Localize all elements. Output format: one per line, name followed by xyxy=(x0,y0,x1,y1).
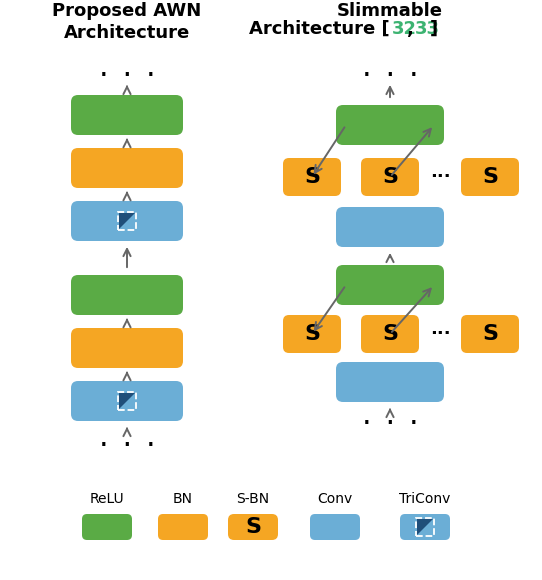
FancyBboxPatch shape xyxy=(71,95,183,135)
Polygon shape xyxy=(119,213,135,229)
Text: S: S xyxy=(382,324,398,344)
FancyBboxPatch shape xyxy=(336,105,444,145)
Text: S: S xyxy=(482,167,498,187)
FancyBboxPatch shape xyxy=(400,514,450,540)
Text: 32: 32 xyxy=(392,20,417,38)
Text: . . .: . . . xyxy=(360,408,420,427)
FancyBboxPatch shape xyxy=(310,514,360,540)
Text: ]: ] xyxy=(430,20,438,38)
Text: ,: , xyxy=(407,20,420,38)
Text: ReLU: ReLU xyxy=(89,492,124,506)
Text: S: S xyxy=(245,517,261,537)
FancyBboxPatch shape xyxy=(283,158,341,196)
Text: Proposed AWN
Architecture: Proposed AWN Architecture xyxy=(53,2,202,42)
FancyBboxPatch shape xyxy=(71,275,183,315)
Text: TriConv: TriConv xyxy=(399,492,451,506)
FancyBboxPatch shape xyxy=(336,265,444,305)
FancyBboxPatch shape xyxy=(71,381,183,421)
Text: Conv: Conv xyxy=(318,492,353,506)
Text: Architecture [: Architecture [ xyxy=(249,20,390,38)
Bar xyxy=(118,212,136,230)
FancyBboxPatch shape xyxy=(461,158,519,196)
Bar xyxy=(416,518,434,536)
Bar xyxy=(118,392,136,410)
Text: S: S xyxy=(482,324,498,344)
FancyBboxPatch shape xyxy=(71,328,183,368)
FancyBboxPatch shape xyxy=(158,514,208,540)
Text: S: S xyxy=(382,167,398,187)
FancyBboxPatch shape xyxy=(336,207,444,247)
Polygon shape xyxy=(119,393,135,409)
Text: S-BN: S-BN xyxy=(236,492,269,506)
Text: ···: ··· xyxy=(430,168,450,186)
FancyBboxPatch shape xyxy=(71,148,183,188)
Text: ···: ··· xyxy=(430,325,450,343)
FancyBboxPatch shape xyxy=(82,514,132,540)
FancyBboxPatch shape xyxy=(283,315,341,353)
Text: BN: BN xyxy=(173,492,193,506)
FancyBboxPatch shape xyxy=(71,201,183,241)
Text: . . .: . . . xyxy=(98,430,157,450)
Text: 33: 33 xyxy=(415,20,440,38)
FancyBboxPatch shape xyxy=(361,158,419,196)
Text: S: S xyxy=(304,167,320,187)
Text: S: S xyxy=(304,324,320,344)
FancyBboxPatch shape xyxy=(336,362,444,402)
FancyBboxPatch shape xyxy=(228,514,278,540)
FancyBboxPatch shape xyxy=(461,315,519,353)
Text: . . .: . . . xyxy=(98,60,157,79)
Text: . . .: . . . xyxy=(360,60,420,79)
Polygon shape xyxy=(417,519,433,535)
FancyBboxPatch shape xyxy=(361,315,419,353)
Text: Slimmable: Slimmable xyxy=(337,2,443,20)
